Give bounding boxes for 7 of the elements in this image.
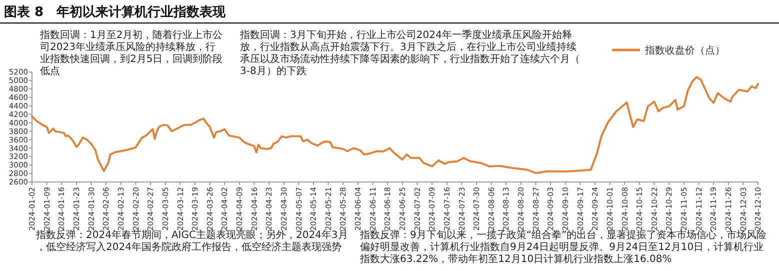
chart-title: 图表 8 年初以来计算机行业指数表现 (4, 4, 227, 20)
annotation: 指数回调：3月下旬开始，行业上市公司2024年一季度业绩承压风险开始释放，行业指数从高点开始震荡下行。3月下跌之后，在行业上市公司业绩持续承压以及市场流动性持续下降等因素的影响下，行业指数开始了连续六个月（3-8月）的下跌 (239, 29, 580, 77)
text: 指数反弹：9月下旬以来，一揽子政策“组合拳”的出台，显著提振了资本市场信心，市场风险偏好明显改善，计算机行业指数自9月24日起明显反弹。9月24日至12月10日，计算机行业指数大涨63.22%，带动年初至12月10日计算机行业指数上涨16.08% (359, 229, 767, 265)
line-series (31, 76, 759, 174)
annotation: 指数回调：1月至2月初，随着行业上市公司2023年业绩承压风险的持续释放，行业指数快速回调，到2月5日，回调到阶段低点 (39, 29, 223, 77)
legend-label: 指数收盘价（点） (644, 44, 725, 56)
text: 指数反弹：2024年春节期间，AIGC主题表现亮眼；另外，2024年3月，低空经济写入2024年国务院政府工作报告，低空经济主题表现强势 (35, 229, 348, 253)
